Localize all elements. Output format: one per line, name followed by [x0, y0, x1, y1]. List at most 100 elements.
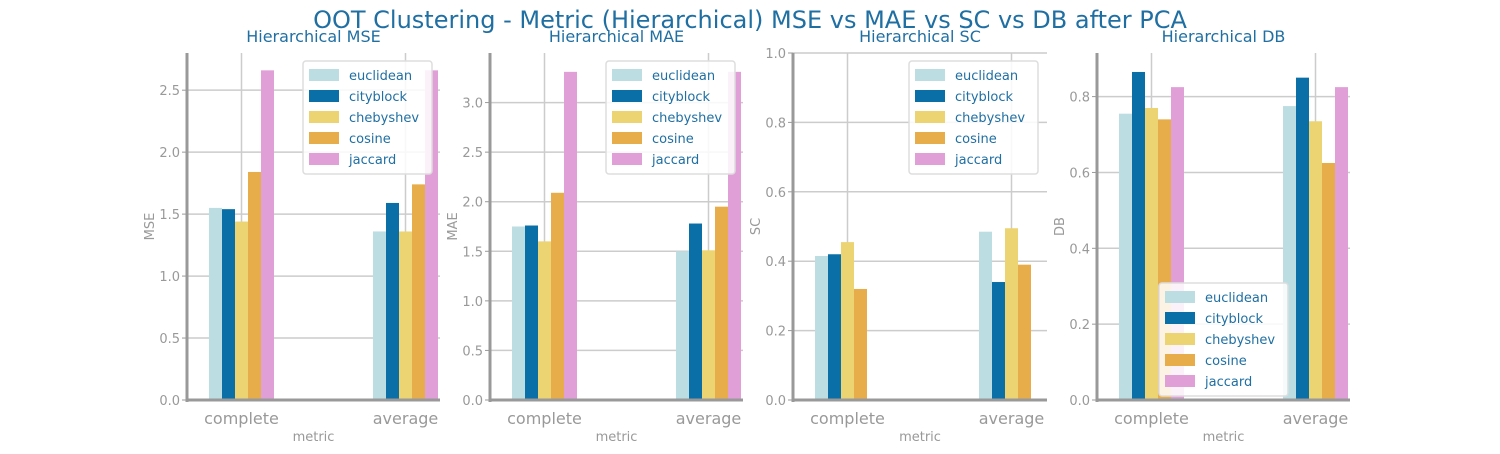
y-axis-label: MAE	[446, 212, 461, 240]
bar-jaccard-average	[1335, 87, 1348, 400]
legend-label-cosine: cosine	[955, 132, 997, 147]
subplot-mae: 0.0 0.5 1.0 1.5 2.0 2.5 3.0 complete average metr…	[446, 27, 743, 445]
legend-label-chebyshev: chebyshev	[955, 111, 1025, 126]
y-tick-label: 0.8	[765, 116, 786, 131]
legend-label-cosine: cosine	[652, 132, 694, 147]
x-tick-label: complete	[507, 409, 582, 428]
legend-label-chebyshev: chebyshev	[349, 111, 419, 126]
y-tick-label: 0.5	[159, 332, 180, 347]
legend-swatch-chebyshev	[915, 111, 945, 123]
legend-box	[302, 60, 433, 175]
bar-euclidean-complete	[209, 207, 222, 400]
y-axis-label: MSE	[143, 213, 158, 241]
legend-swatch-euclidean	[612, 69, 642, 81]
legend-swatch-cosine	[612, 132, 642, 144]
legend-box	[908, 60, 1039, 175]
y-tick-label: 0.2	[1069, 318, 1090, 333]
x-axis-label: metric	[293, 430, 335, 445]
legend-swatch-jaccard	[1165, 375, 1195, 387]
x-tick-label: average	[676, 409, 742, 428]
y-tick-label: 3.0	[462, 97, 483, 112]
legend-label-cityblock: cityblock	[349, 90, 408, 105]
y-tick-label: 0.4	[1069, 242, 1090, 257]
legend: euclidean cityblock chebyshev cosine jaccard	[908, 60, 1039, 175]
bar-euclidean-complete	[1119, 113, 1132, 400]
legend-label-euclidean: euclidean	[1205, 291, 1268, 306]
y-tick-label: 1.0	[462, 295, 483, 310]
bar-chebyshev-average	[399, 231, 412, 400]
subplot-title: Hierarchical SC	[859, 27, 981, 46]
legend-swatch-jaccard	[612, 153, 642, 165]
legend-swatch-cityblock	[612, 90, 642, 102]
legend: euclidean cityblock chebyshev cosine jaccard	[1158, 282, 1289, 397]
x-tick-label: average	[1283, 409, 1349, 428]
legend-label-cityblock: cityblock	[955, 90, 1014, 105]
bar-euclidean-average	[979, 231, 992, 400]
legend-swatch-cosine	[915, 132, 945, 144]
y-tick-label: 0.6	[1069, 166, 1090, 181]
x-axis-label: metric	[1203, 430, 1245, 445]
x-tick-label: complete	[810, 409, 885, 428]
legend-label-chebyshev: chebyshev	[652, 111, 722, 126]
y-axis-label: SC	[749, 218, 764, 235]
legend-swatch-cosine	[1165, 354, 1195, 366]
legend-label-jaccard: jaccard	[348, 153, 396, 168]
bar-cosine-complete	[248, 171, 261, 400]
bar-euclidean-average	[676, 251, 689, 400]
x-tick-label: average	[373, 409, 439, 428]
y-tick-label: 2.0	[462, 196, 483, 211]
subplot-title: Hierarchical MSE	[246, 27, 381, 46]
bar-cityblock-complete	[222, 209, 235, 400]
legend-swatch-cityblock	[309, 90, 339, 102]
bar-cosine-average	[412, 184, 425, 400]
bar-chebyshev-complete	[235, 221, 248, 400]
y-tick-label: 0.6	[765, 186, 786, 201]
bar-chebyshev-average	[1309, 121, 1322, 400]
bar-chebyshev-complete	[538, 241, 551, 400]
bar-cosine-complete	[551, 192, 564, 400]
legend-label-jaccard: jaccard	[954, 153, 1002, 168]
legend-swatch-cityblock	[915, 90, 945, 102]
bar-cosine-average	[1018, 264, 1031, 400]
legend-swatch-euclidean	[915, 69, 945, 81]
legend-swatch-jaccard	[915, 153, 945, 165]
y-tick-label: 0.0	[462, 394, 483, 409]
bar-chebyshev-average	[702, 250, 715, 400]
legend-swatch-jaccard	[309, 153, 339, 165]
bar-cosine-average	[715, 206, 728, 400]
x-tick-label: complete	[204, 409, 279, 428]
bar-jaccard-complete	[261, 70, 274, 400]
x-tick-label: average	[979, 409, 1045, 428]
x-tick-label: complete	[1114, 409, 1189, 428]
bar-cityblock-average	[992, 282, 1005, 400]
legend-swatch-chebyshev	[612, 111, 642, 123]
bar-cosine-average	[1322, 162, 1335, 400]
y-axis-label: DB	[1053, 217, 1068, 236]
bar-cityblock-complete	[525, 225, 538, 400]
legend-swatch-chebyshev	[309, 111, 339, 123]
subplot-db: 0.0 0.2 0.4 0.6 0.8 complete average metric DB Hi…	[1053, 27, 1350, 445]
legend-label-cityblock: cityblock	[1205, 312, 1264, 327]
y-tick-label: 2.5	[159, 84, 180, 99]
legend: euclidean cityblock chebyshev cosine jaccard	[302, 60, 433, 175]
bar-euclidean-average	[373, 231, 386, 400]
bar-euclidean-complete	[512, 226, 525, 400]
legend-swatch-chebyshev	[1165, 333, 1195, 345]
legend-label-chebyshev: chebyshev	[1205, 333, 1275, 348]
legend-box	[605, 60, 736, 175]
legend-label-jaccard: jaccard	[1204, 375, 1252, 390]
figure-title: OOT Clustering - Metric (Hierarchical) M…	[313, 6, 1187, 34]
legend-label-cosine: cosine	[349, 132, 391, 147]
bar-cityblock-complete	[828, 254, 841, 400]
legend-label-euclidean: euclidean	[652, 69, 715, 84]
x-axis-label: metric	[596, 430, 638, 445]
bar-cityblock-average	[1296, 77, 1309, 401]
y-tick-label: 0.0	[1069, 394, 1090, 409]
subplot-title: Hierarchical DB	[1162, 27, 1286, 46]
legend-label-cityblock: cityblock	[652, 90, 711, 105]
legend-swatch-euclidean	[309, 69, 339, 81]
subplot-sc: 0.0 0.2 0.4 0.6 0.8 1.0 complete average metric S…	[749, 27, 1047, 445]
y-tick-label: 0.5	[462, 344, 483, 359]
